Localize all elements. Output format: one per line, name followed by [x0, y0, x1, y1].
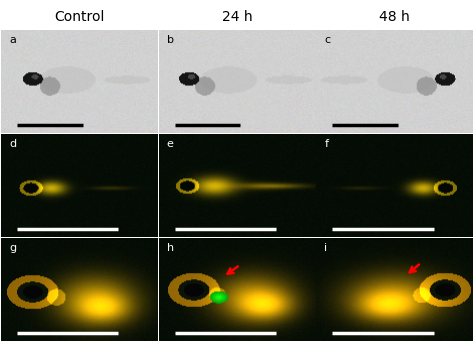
- Text: 48 h: 48 h: [379, 10, 410, 24]
- Text: h: h: [167, 243, 174, 253]
- Text: g: g: [9, 243, 16, 253]
- Text: b: b: [167, 35, 174, 45]
- Text: f: f: [324, 139, 328, 149]
- Text: d: d: [9, 139, 16, 149]
- Text: a: a: [9, 35, 16, 45]
- Text: i: i: [324, 243, 328, 253]
- Text: c: c: [324, 35, 330, 45]
- Text: 24 h: 24 h: [222, 10, 252, 24]
- Text: Control: Control: [55, 10, 105, 24]
- Text: e: e: [167, 139, 173, 149]
